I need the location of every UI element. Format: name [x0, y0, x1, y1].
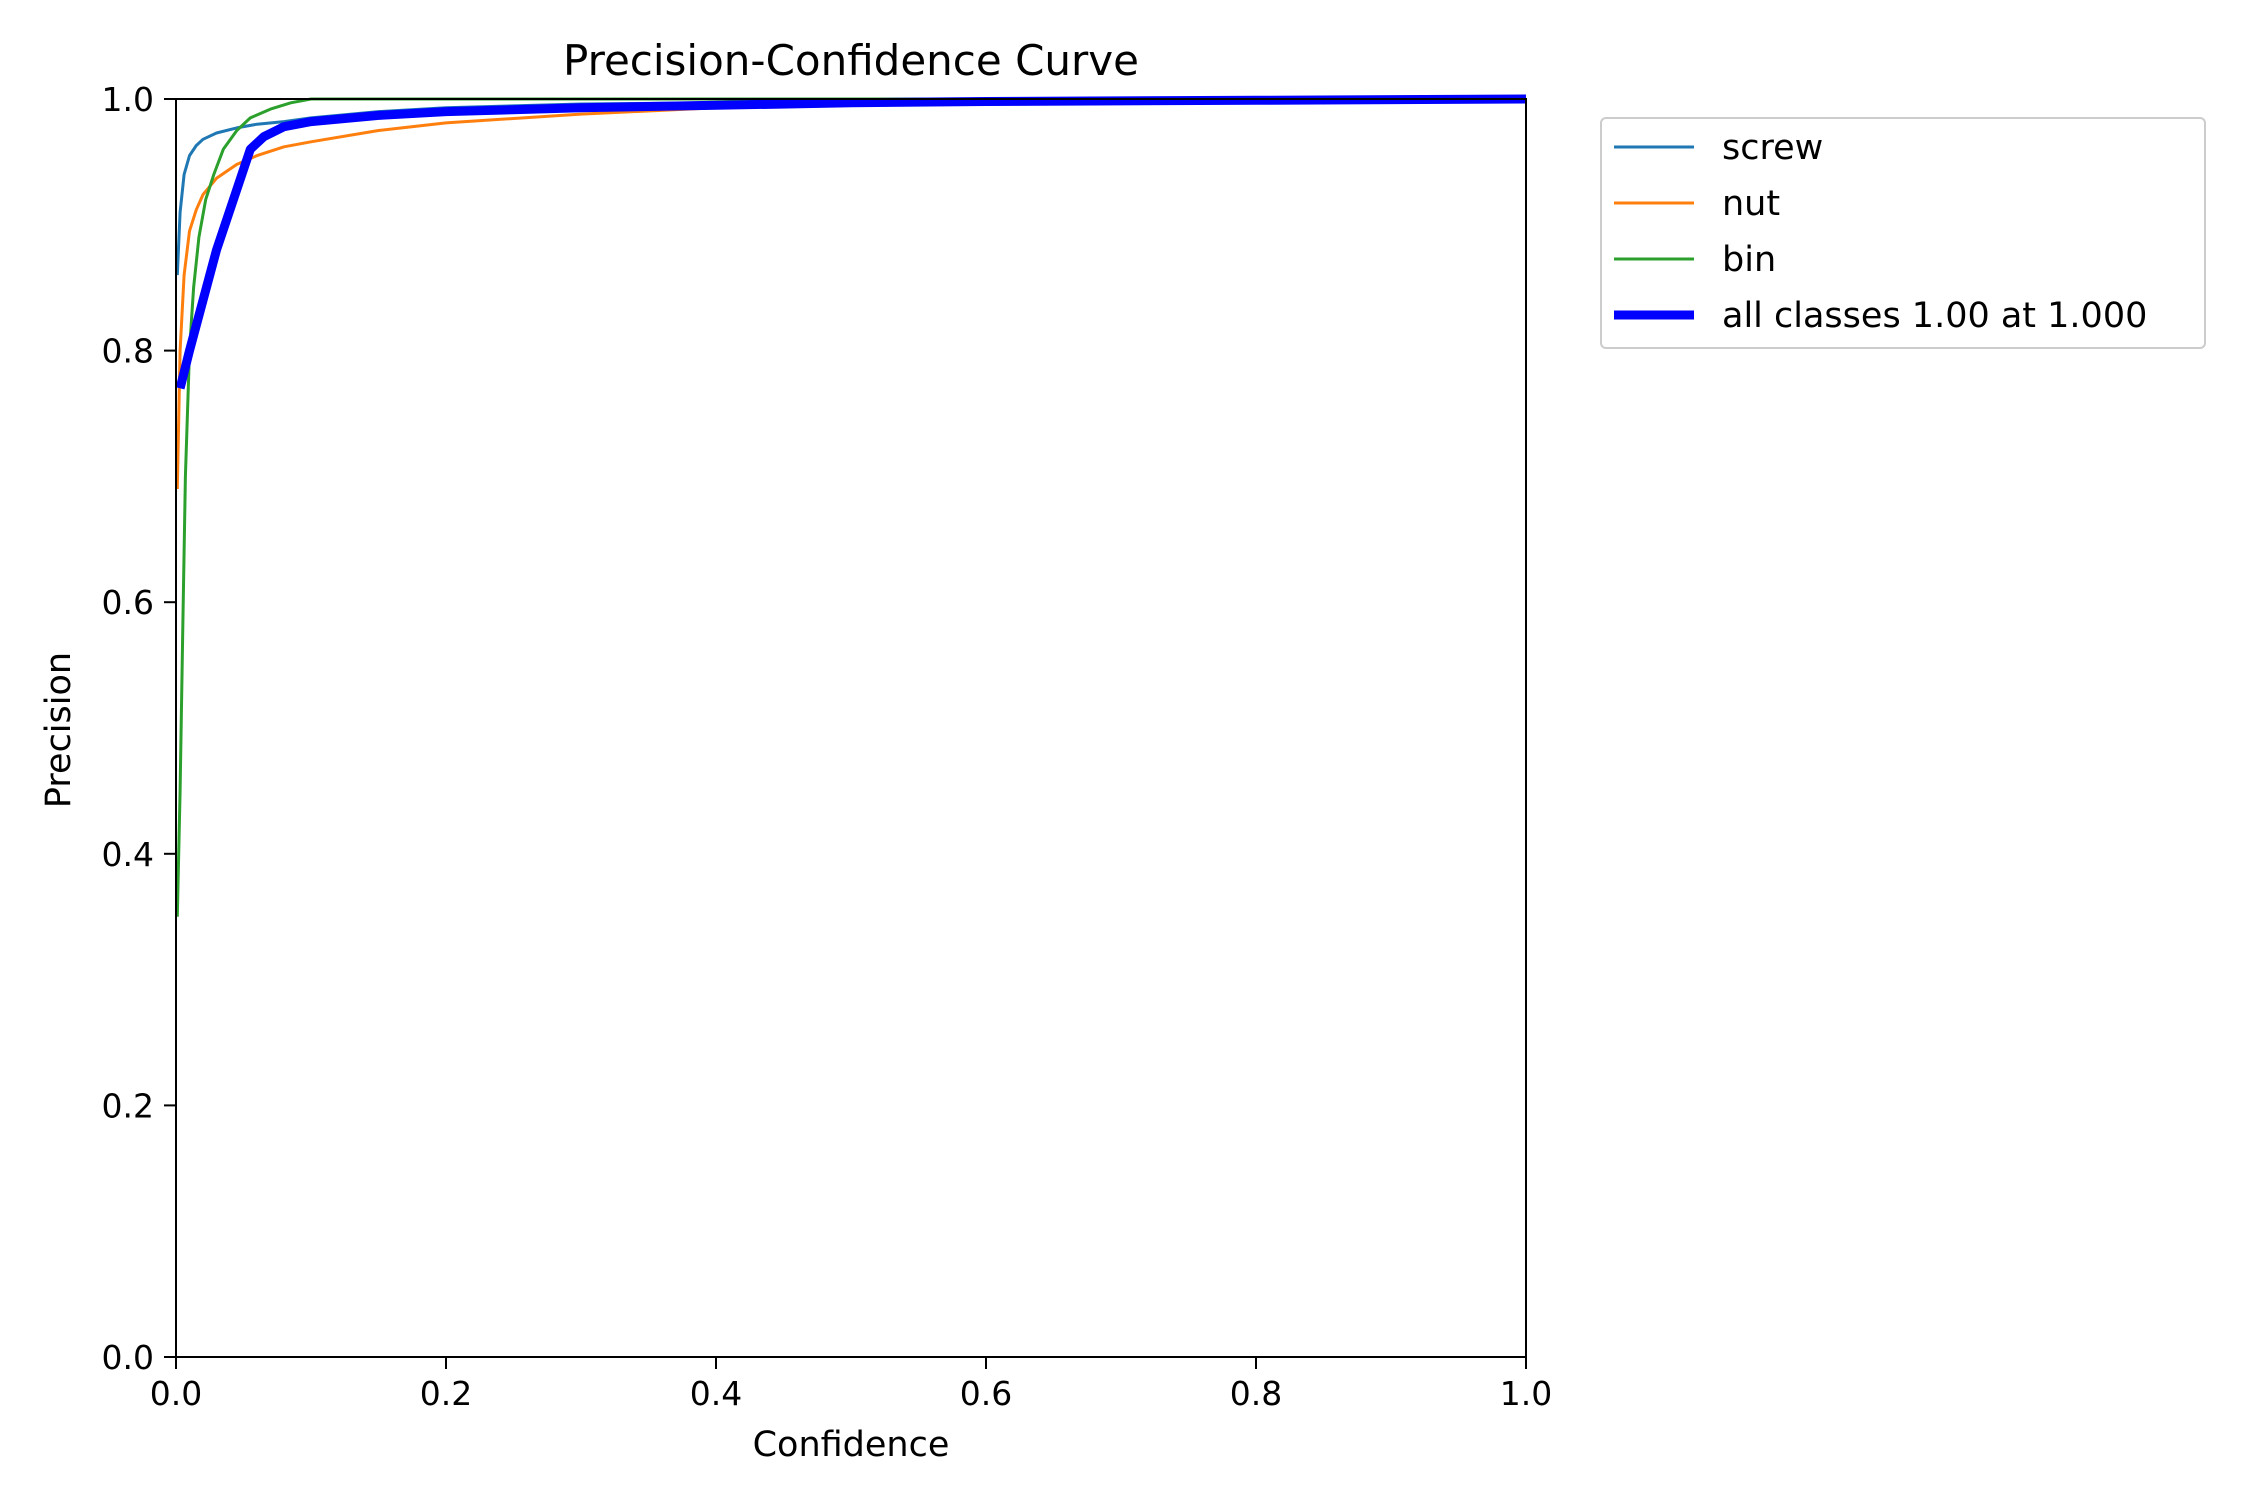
y-tick-label: 0.6 [102, 583, 154, 622]
series-line-3 [175, 94, 1527, 390]
y-tick-label: 0.4 [102, 835, 154, 874]
y-tick-label: 1.0 [102, 80, 154, 119]
x-tick-label: 0.6 [960, 1374, 1012, 1413]
legend-label-3: all classes 1.00 at 1.000 [1722, 296, 2147, 336]
legend: screw nut bin all classes 1.00 at 1.000 [1600, 117, 2206, 349]
y-axis: 0.0 0.2 0.4 0.6 0.8 1.0 [102, 80, 176, 1377]
legend-label-2: bin [1722, 240, 1776, 280]
x-axis: 0.0 0.2 0.4 0.6 0.8 1.0 [150, 1357, 1552, 1413]
y-tick-label: 0.2 [102, 1086, 154, 1125]
x-tick-label: 0.2 [420, 1374, 472, 1413]
x-tick-label: 0.8 [1230, 1374, 1282, 1413]
y-tick-label: 0.0 [102, 1338, 154, 1377]
series-line-2 [175, 97, 1526, 917]
y-axis-label: Precision [39, 652, 79, 808]
y-tick-label: 0.8 [102, 332, 154, 371]
x-tick-label: 1.0 [1500, 1374, 1552, 1413]
x-tick-label: 0.4 [690, 1374, 742, 1413]
x-axis-label: Confidence [753, 1425, 950, 1465]
x-tick-label: 0.0 [150, 1374, 202, 1413]
legend-label-0: screw [1722, 128, 1823, 168]
chart-title: Precision-Confidence Curve [563, 36, 1139, 85]
legend-label-1: nut [1722, 184, 1780, 224]
plot-lines [175, 94, 1527, 917]
plot-frame [175, 98, 1527, 1358]
series-line-0 [175, 97, 1527, 276]
series-line-1 [175, 97, 1527, 490]
legend-box [1600, 117, 2206, 349]
